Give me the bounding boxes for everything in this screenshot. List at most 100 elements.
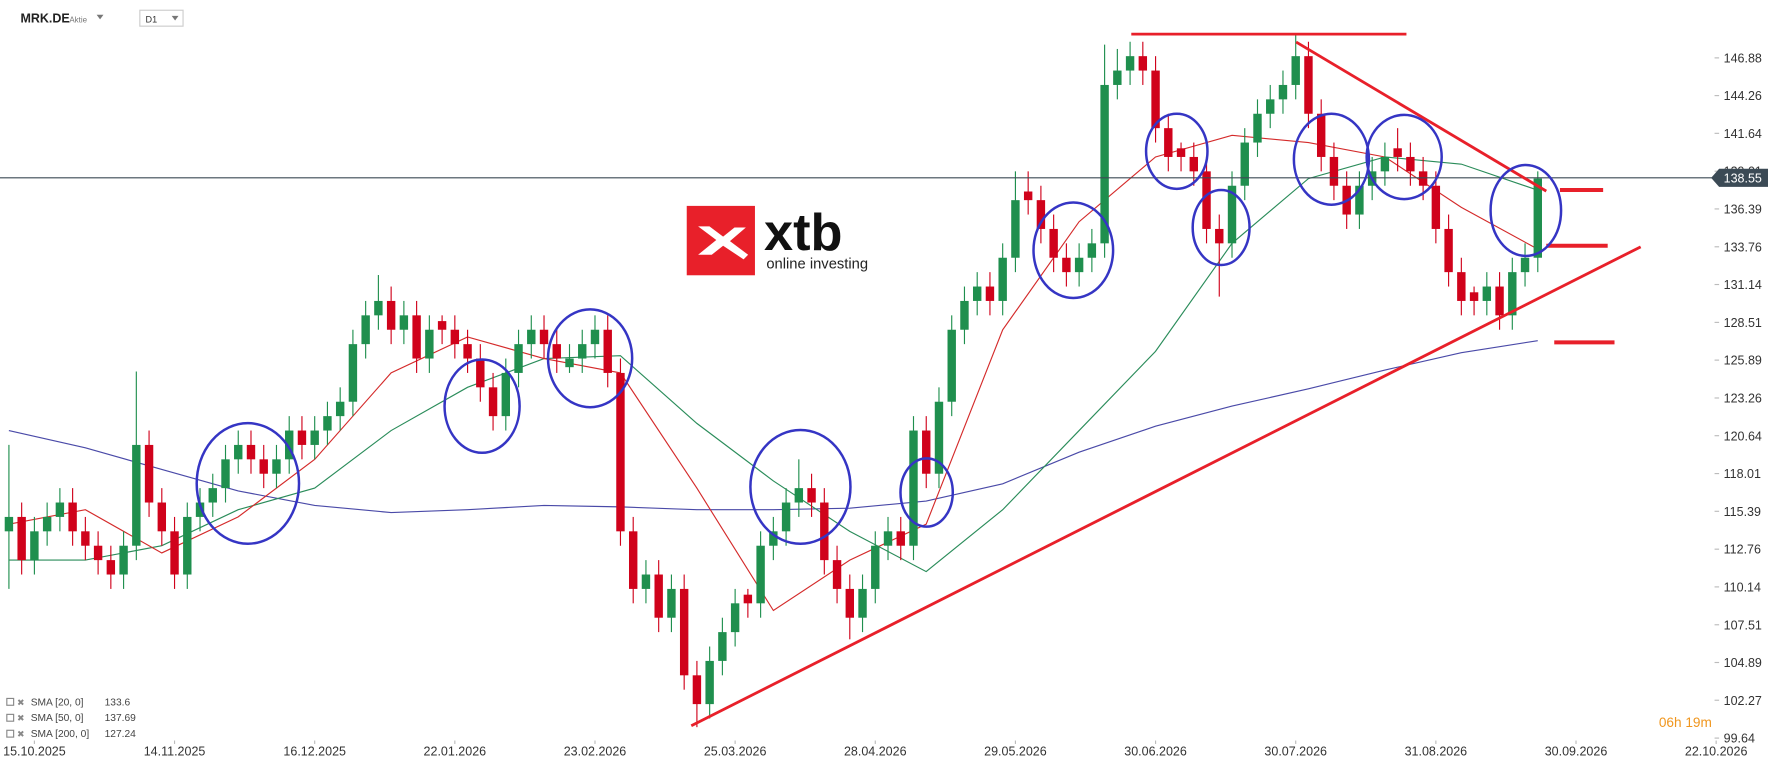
circle <box>195 421 301 545</box>
candle-body <box>425 329 434 359</box>
candle-body <box>119 545 128 575</box>
candle-body <box>1533 178 1542 258</box>
candle-body <box>170 531 179 575</box>
candle-body <box>654 574 663 618</box>
y-tick-label: 123.26 <box>1724 392 1762 406</box>
candle-body <box>1176 148 1186 157</box>
trendlines <box>690 32 1642 728</box>
candle-body <box>30 531 39 561</box>
y-tick-label: 125.89 <box>1724 354 1762 368</box>
candle-body <box>629 531 638 589</box>
legend-value: 133.6 <box>105 697 131 708</box>
y-tick-label: 118.01 <box>1724 467 1761 481</box>
candle-body <box>412 315 421 359</box>
y-tick-label: 99.64 <box>1724 732 1755 746</box>
logo-tagline: online investing <box>766 256 868 272</box>
candle-body <box>1087 243 1097 258</box>
x-tick-label: 22.10.2026 <box>1685 744 1748 758</box>
candle-body <box>769 531 778 546</box>
candle-body <box>832 560 842 589</box>
candle-body <box>603 329 612 373</box>
candle-body <box>1189 156 1198 172</box>
candle-body <box>845 588 854 618</box>
candle-body <box>157 502 167 532</box>
candle-body <box>221 459 230 489</box>
header: MRK.DE Aktie D1 <box>20 9 184 27</box>
logo-x <box>698 226 749 260</box>
candle-body <box>1164 128 1173 157</box>
candle-body <box>335 401 345 417</box>
candle-body <box>794 488 804 503</box>
candle-body <box>1266 99 1275 114</box>
legend-icon <box>6 697 15 706</box>
candle-body <box>310 430 319 445</box>
dropdown-arrow[interactable] <box>96 14 104 20</box>
candle-body <box>578 344 587 359</box>
last-price-badge <box>1711 168 1768 187</box>
candle-body <box>565 358 574 368</box>
candle-body <box>692 675 702 705</box>
candle-body <box>259 459 268 474</box>
candle-body <box>667 588 676 618</box>
y-tick-label: 107.51 <box>1724 618 1762 632</box>
candle-body <box>93 545 103 561</box>
candle-body <box>1431 185 1441 229</box>
candle-body <box>437 321 447 330</box>
candle-body <box>1406 156 1415 172</box>
candle-body <box>106 560 116 575</box>
y-tick-label: 133.76 <box>1724 240 1762 254</box>
candle-body <box>272 459 281 474</box>
candle-body <box>539 329 549 345</box>
interval: D1 <box>146 15 158 25</box>
candle-body <box>972 286 982 301</box>
x-tick-label: 15.10.2025 <box>3 744 66 758</box>
y-tick-label: 146.88 <box>1724 51 1762 65</box>
candle-body <box>820 502 829 561</box>
candle-body <box>144 444 154 503</box>
candle-body <box>1049 228 1058 258</box>
circle <box>1032 201 1115 300</box>
plot: 99.64 102.27 104.89 107.51 110.14 112.76 115.3… <box>0 33 1768 758</box>
candle-body <box>1151 70 1160 129</box>
legend-value: 137.69 <box>105 713 137 724</box>
candle-body <box>858 588 867 618</box>
candle-body <box>718 632 727 661</box>
circle <box>1191 188 1251 267</box>
candle-body <box>1444 228 1453 273</box>
interval-box[interactable] <box>139 9 184 27</box>
candle-body <box>1508 272 1517 316</box>
candle-body <box>807 488 816 503</box>
candle-body <box>1074 257 1084 273</box>
candle-body <box>399 315 409 330</box>
candle-body <box>285 430 294 460</box>
legend-x: ✖ <box>17 697 25 707</box>
candle-body <box>1457 272 1466 301</box>
candle-body <box>323 416 332 431</box>
y-tick-label: 104.89 <box>1724 656 1762 670</box>
x-tick-label: 30.07.2026 <box>1264 744 1327 758</box>
candle-body <box>476 358 485 388</box>
sma-line <box>8 156 1538 573</box>
dropdown-arrow[interactable] <box>171 15 179 21</box>
candle-body <box>1355 185 1364 215</box>
candle-body <box>1520 257 1530 273</box>
candle-body <box>361 315 370 345</box>
legend-name: SMA [20, 0] <box>31 697 84 708</box>
y-tick-label: 120.64 <box>1724 429 1762 443</box>
candle-body <box>1227 185 1237 244</box>
circles <box>195 112 1563 545</box>
circle <box>443 358 521 454</box>
candle-body <box>1482 286 1492 301</box>
candle-body <box>922 430 931 474</box>
candle-body <box>297 430 307 445</box>
candle-body <box>501 372 511 417</box>
candle-body <box>183 516 192 575</box>
legend-icon <box>6 713 15 722</box>
candle-body <box>1329 156 1339 186</box>
candle-body <box>81 531 90 546</box>
candle-body <box>55 502 65 517</box>
circle <box>1365 113 1443 201</box>
y-tick-label: 136.39 <box>1724 202 1762 216</box>
y-tick-label: 110.14 <box>1724 580 1761 594</box>
